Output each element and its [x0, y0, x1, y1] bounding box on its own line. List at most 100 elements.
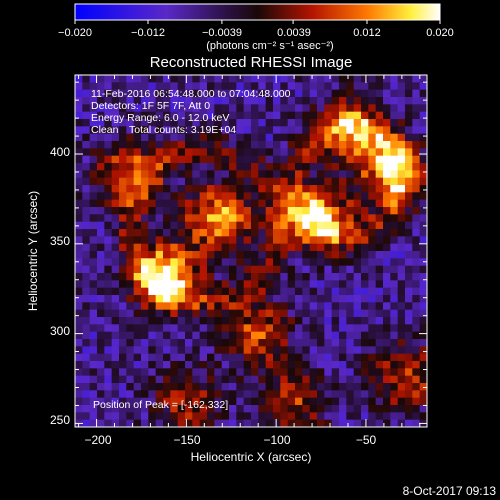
heatmap-cell	[375, 309, 384, 318]
heatmap-cell	[126, 309, 135, 318]
heatmap-cell	[163, 170, 171, 179]
heatmap-cell	[368, 185, 377, 193]
heatmap-cell	[177, 229, 186, 237]
heatmap-cell	[214, 207, 223, 215]
heatmap-cell	[419, 302, 427, 311]
heatmap-cell	[368, 265, 377, 274]
heatmap-cell	[243, 346, 252, 355]
heatmap-cell	[419, 141, 427, 149]
heatmap-cell	[295, 375, 303, 384]
heatmap-cell	[324, 397, 333, 406]
heatmap-cell	[192, 339, 201, 347]
heatmap-cell	[368, 309, 377, 318]
heatmap-cell	[177, 390, 186, 399]
heatmap-cell	[295, 405, 303, 413]
heatmap-cell	[419, 155, 427, 164]
heatmap-cell	[104, 324, 113, 333]
heatmap-cell	[133, 412, 142, 421]
heatmap-cell	[265, 390, 274, 399]
heatmap-cell	[199, 383, 208, 391]
heatmap-cell	[236, 97, 245, 105]
heatmap-cell	[339, 148, 347, 157]
heatmap-cell	[75, 251, 83, 259]
heatmap-cell	[383, 133, 391, 142]
heatmap-cell	[229, 412, 237, 421]
heatmap-cell	[89, 331, 98, 340]
heatmap-cell	[148, 89, 157, 98]
heatmap-cell	[229, 251, 237, 259]
heatmap-cell	[309, 390, 318, 399]
heatmap-cell	[170, 104, 179, 113]
heatmap-cell	[258, 295, 267, 303]
heatmap-cell	[361, 397, 369, 406]
heatmap-cell	[177, 295, 186, 303]
heatmap-cell	[177, 192, 186, 201]
heatmap-cell	[199, 199, 208, 208]
heatmap-cell	[331, 368, 340, 377]
heatmap-cell	[405, 119, 413, 127]
heatmap-cell	[126, 207, 135, 215]
heatmap-cell	[309, 243, 318, 252]
heatmap-cell	[97, 361, 105, 369]
heatmap-cell	[119, 126, 127, 135]
heatmap-cell	[339, 207, 347, 215]
heatmap-cell	[214, 111, 223, 120]
heatmap-cell	[419, 251, 427, 259]
heatmap-cell	[104, 82, 113, 91]
heatmap-cell	[119, 273, 127, 281]
heatmap-cell	[361, 273, 369, 281]
heatmap-cell	[339, 295, 347, 303]
heatmap-cell	[111, 236, 120, 245]
heatmap-cell	[111, 141, 120, 149]
heatmap-cell	[339, 111, 347, 120]
heatmap-cell	[419, 177, 427, 186]
heatmap-cell	[104, 368, 113, 377]
heatmap-cell	[405, 287, 413, 296]
heatmap-cell	[397, 199, 406, 208]
heatmap-cell	[339, 419, 347, 427]
heatmap-cell	[214, 243, 223, 252]
heatmap-cell	[163, 75, 171, 83]
heatmap-cell	[295, 368, 303, 377]
heatmap-cell	[89, 302, 98, 311]
heatmap-cell	[258, 82, 267, 91]
heatmap-cell	[273, 243, 281, 252]
heatmap-cell	[339, 155, 347, 164]
heatmap-cell	[339, 383, 347, 391]
heatmap-cell	[119, 163, 127, 171]
heatmap-cell	[214, 375, 223, 384]
heatmap-cell	[397, 133, 406, 142]
heatmap-cell	[155, 295, 164, 303]
heatmap-cell	[185, 177, 193, 186]
heatmap-cell	[361, 111, 369, 120]
heatmap-cell	[353, 375, 362, 384]
heatmap-cell	[317, 412, 325, 421]
heatmap-cell	[192, 155, 201, 164]
heatmap-cell	[148, 353, 157, 362]
heatmap-cell	[111, 192, 120, 201]
heatmap-cell	[170, 412, 179, 421]
heatmap-cell	[339, 258, 347, 267]
heatmap-cell	[126, 89, 135, 98]
heatmap-cell	[192, 258, 201, 267]
heatmap-cell	[412, 405, 421, 413]
heatmap-cell	[368, 368, 377, 377]
heatmap-cell	[199, 82, 208, 91]
heatmap-cell	[265, 148, 274, 157]
heatmap-cell	[89, 148, 98, 157]
heatmap-cell	[229, 287, 237, 296]
heatmap-cell	[324, 258, 333, 267]
heatmap-cell	[207, 97, 215, 105]
heatmap-cell	[324, 265, 333, 274]
heatmap-cell	[309, 383, 318, 391]
heatmap-cell	[229, 177, 237, 186]
heatmap-cell	[185, 324, 193, 333]
heatmap-cell	[177, 170, 186, 179]
heatmap-cell	[89, 243, 98, 252]
heatmap-cell	[317, 243, 325, 252]
heatmap-cell	[251, 119, 259, 127]
heatmap-cell	[375, 419, 384, 427]
heatmap-cell	[170, 324, 179, 333]
heatmap-cell	[214, 199, 223, 208]
heatmap-cell	[390, 141, 399, 149]
